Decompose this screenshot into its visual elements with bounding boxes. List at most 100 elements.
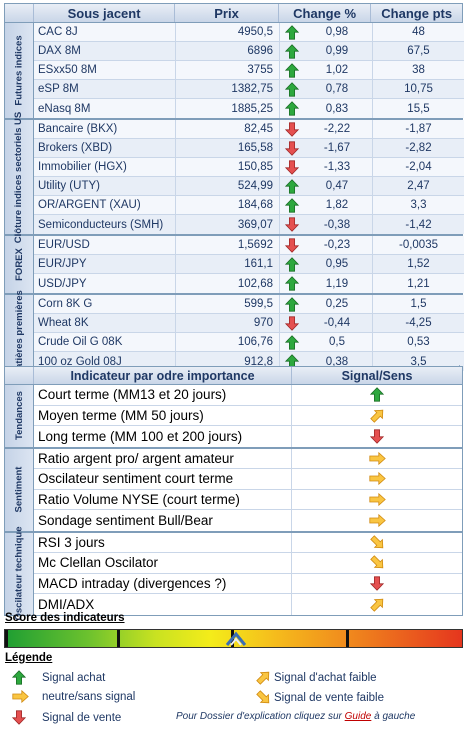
arrow-right-icon <box>292 469 462 489</box>
price-value: 1,5692 <box>176 236 280 254</box>
legend-item: Signal de vente <box>12 710 121 725</box>
price-value: 599,5 <box>176 295 280 313</box>
legend-item: Signal d'achat faible <box>256 670 377 685</box>
price-value: 161,1 <box>176 255 280 273</box>
table-row: Brokers (XBD) 165,58 -1,67 -2,82 <box>34 139 464 158</box>
arrow-diag-up-icon <box>292 594 462 615</box>
price-value: 524,99 <box>176 177 280 195</box>
change-pts-value: 67,5 <box>407 45 430 57</box>
indicator-name: Mc Clellan Oscilator <box>34 553 292 573</box>
group-label-text: Oscilateur technique <box>13 526 25 621</box>
indicator-row: MACD intraday (divergences ?) <box>34 573 462 594</box>
arrow-right-icon <box>292 490 462 510</box>
change-pct-cell: 0,38 <box>280 352 373 371</box>
change-pct-value: 0,98 <box>325 26 349 38</box>
price-value: 165,58 <box>176 139 280 157</box>
change-pct-value: 0,78 <box>325 83 349 95</box>
legend-label: Signal de vente faible <box>274 691 384 704</box>
change-pct-value: 0,5 <box>329 336 345 348</box>
arrow-down-icon <box>284 217 300 235</box>
change-pct-value: 0,83 <box>325 102 349 115</box>
indicator-name: MACD intraday (divergences ?) <box>34 573 292 593</box>
change-pts-value: 2,47 <box>407 180 430 192</box>
arrow-diag-down-icon <box>292 553 462 573</box>
legend: Légende <box>5 652 52 664</box>
score-gauge <box>4 629 463 648</box>
instrument-name: Bancaire (BKX) <box>34 120 176 138</box>
price-value: 82,45 <box>176 120 280 138</box>
change-pct-cell: 0,95 <box>280 255 373 273</box>
table-row: OR/ARGENT (XAU) 184,68 1,82 3,3 <box>34 196 464 215</box>
change-pct-value: 0,47 <box>325 180 349 192</box>
table-row: Immobilier (HGX) 150,85 -1,33 -2,04 <box>34 158 464 177</box>
group-label-text: Sentiment <box>13 466 25 513</box>
arrow-down-icon <box>292 574 462 594</box>
price-value: 150,85 <box>176 158 280 176</box>
group-label-text: FOREX <box>13 248 25 281</box>
indicators-table: Indicateur par odre importance Signal/Se… <box>4 366 463 620</box>
price-value: 912,8 <box>176 352 280 371</box>
indicator-group: Sentiment Ratio argent pro/ argent amateu… <box>5 448 462 533</box>
change-pct-value: 1,82 <box>325 199 349 211</box>
change-pts-value: 1,52 <box>407 258 430 270</box>
change-pct-value: -0,38 <box>323 218 351 231</box>
change-pts-value: 15,5 <box>407 102 430 115</box>
change-pct-cell: 1,82 <box>280 196 373 214</box>
change-pct-cell: -1,33 <box>280 158 373 176</box>
change-pct-value: 0,38 <box>325 355 349 368</box>
indicators-table-body: Tendances Court terme (MM13 et 20 jours) M… <box>5 385 462 620</box>
arrow-down-icon <box>284 141 300 159</box>
change-pts-value: 1,5 <box>410 298 427 310</box>
change-pct-cell: 1,02 <box>280 61 373 79</box>
guide-link[interactable]: Guide <box>344 711 372 722</box>
arrow-up-icon <box>284 82 300 100</box>
indicator-row: DMI/ADX <box>34 594 462 615</box>
score-title: Score des indicateurs <box>5 612 125 624</box>
change-pts-value: 3,5 <box>410 355 427 368</box>
change-pts-value: -1,42 <box>405 218 432 231</box>
indicator-row: RSI 3 jours <box>34 532 462 553</box>
arrow-down-icon <box>284 238 300 256</box>
instrument-name: eSP 8M <box>34 80 176 98</box>
indicator-row: Sondage sentiment Bull/Bear <box>34 510 462 531</box>
arrow-up-icon <box>284 179 300 197</box>
instrument-name: Wheat 8K <box>34 314 176 332</box>
price-value: 1885,25 <box>176 99 280 118</box>
indicator-name: Ratio argent pro/ argent amateur <box>34 448 292 468</box>
header-indicator: Indicateur par odre importance <box>34 367 292 384</box>
header-underlying: Sous jacent <box>34 4 176 22</box>
group-label: Oscilateur technique <box>5 527 34 620</box>
group-label: Clôture indices sectoriels US <box>5 111 34 243</box>
change-pct-cell: 0,5 <box>280 333 373 351</box>
arrow-up-icon <box>12 670 42 685</box>
arrow-up-icon <box>284 276 300 294</box>
indicator-row: Ratio argent pro/ argent amateur <box>34 448 462 469</box>
indicator-name: Oscilateur sentiment court terme <box>34 469 292 489</box>
legend-item: neutre/sans signal <box>12 690 135 703</box>
instrument-name: EUR/USD <box>34 236 176 254</box>
price-value: 106,76 <box>176 333 280 351</box>
change-pct-cell: -0,38 <box>280 215 373 234</box>
table-row: Semiconducteurs (SMH) 369,07 -0,38 -1,42 <box>34 215 464 234</box>
legend-item: Signal achat <box>12 670 105 685</box>
table-row: eNasq 8M 1885,25 0,83 15,5 <box>34 99 464 118</box>
instrument-name: Crude Oil G 08K <box>34 333 176 351</box>
change-pts-value: -2,82 <box>405 142 432 154</box>
change-pct-cell: 0,83 <box>280 99 373 118</box>
table-row: Wheat 8K 970 -0,44 -4,25 <box>34 314 464 333</box>
arrow-right-icon <box>292 449 462 469</box>
arrow-down-icon <box>284 160 300 178</box>
instrument-name: DAX 8M <box>34 42 176 60</box>
price-value: 1382,75 <box>176 80 280 98</box>
guide-note: Pour Dossier d'explication cliquez sur G… <box>176 711 415 722</box>
change-pct-cell: -2,22 <box>280 120 373 138</box>
change-pct-value: -0,44 <box>323 317 351 329</box>
table-row: Corn 8K G 599,5 0,25 1,5 <box>34 295 464 314</box>
change-pct-value: 1,02 <box>325 64 349 76</box>
price-value: 102,68 <box>176 274 280 293</box>
gauge-tick <box>5 630 8 647</box>
arrow-diag-up-icon <box>256 670 274 685</box>
instrument-name: Semiconducteurs (SMH) <box>34 215 176 234</box>
gauge-cursor-icon <box>225 630 247 652</box>
price-value: 4950,5 <box>176 23 280 41</box>
